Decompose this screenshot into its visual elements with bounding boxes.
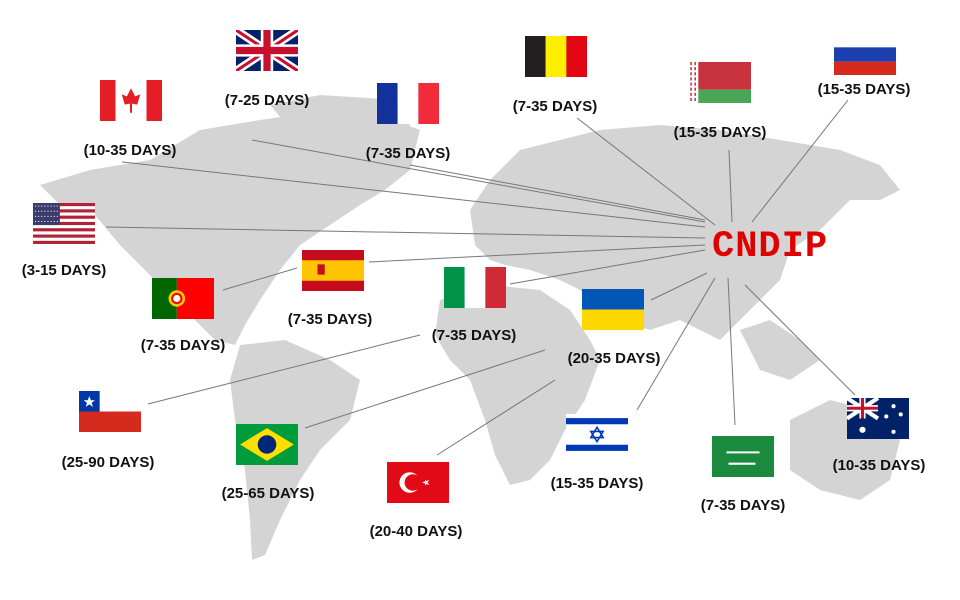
route-line	[222, 267, 298, 291]
africa	[435, 285, 600, 485]
continents	[40, 95, 900, 560]
delivery-time-label: (10-35 DAYS)	[83, 142, 177, 159]
belarus-flag-icon	[689, 62, 751, 103]
brazil-flag-icon	[236, 424, 298, 465]
route-line	[147, 334, 421, 405]
chile-flag-icon	[79, 391, 141, 432]
route-line	[368, 244, 706, 263]
portugal-flag-icon	[152, 278, 214, 319]
greenland	[270, 95, 410, 180]
route-line	[650, 272, 708, 301]
route-line	[436, 379, 556, 456]
route-lines	[105, 99, 856, 456]
delivery-time-label: (10-35 DAYS)	[832, 457, 926, 474]
delivery-time-label: (7-35 DAYS)	[700, 497, 786, 514]
uk-flag-icon	[236, 30, 298, 71]
usa-flag-icon	[33, 203, 95, 244]
canada-flag-icon	[100, 80, 162, 121]
france-flag-icon	[377, 83, 439, 124]
route-line	[728, 149, 733, 223]
turkey-flag-icon	[387, 462, 449, 503]
delivery-time-label: (15-35 DAYS)	[550, 475, 644, 492]
delivery-time-label: (7-25 DAYS)	[224, 92, 310, 109]
route-line	[409, 164, 706, 221]
israel-flag-icon	[566, 414, 628, 455]
ukraine-flag-icon	[582, 289, 644, 330]
route-line	[744, 284, 856, 396]
belgium-flag-icon	[525, 36, 587, 77]
route-line	[751, 99, 849, 223]
delivery-time-label: (7-35 DAYS)	[431, 327, 517, 344]
delivery-time-label: (7-35 DAYS)	[140, 337, 226, 354]
route-line	[121, 161, 706, 228]
route-line	[304, 349, 546, 429]
delivery-time-label: (7-35 DAYS)	[287, 311, 373, 328]
route-line	[251, 139, 706, 223]
route-line	[105, 226, 706, 239]
route-line	[509, 249, 706, 285]
spain-flag-icon	[302, 250, 364, 291]
saudi-flag-icon	[712, 436, 774, 477]
russia-flag-icon	[834, 34, 896, 75]
australia-flag-icon	[847, 398, 909, 439]
delivery-time-label: (25-90 DAYS)	[61, 454, 155, 471]
delivery-time-label: (15-35 DAYS)	[817, 81, 911, 98]
delivery-time-label: (7-35 DAYS)	[365, 145, 451, 162]
delivery-time-label: (25-65 DAYS)	[221, 485, 315, 502]
delivery-time-label: (20-40 DAYS)	[369, 523, 463, 540]
delivery-time-label: (3-15 DAYS)	[21, 262, 107, 279]
europe-asia	[470, 125, 900, 340]
southeast-asia	[740, 320, 820, 380]
route-line	[727, 277, 736, 426]
delivery-time-label: (15-35 DAYS)	[673, 124, 767, 141]
delivery-time-label: (20-35 DAYS)	[567, 350, 661, 367]
route-line	[636, 277, 716, 411]
hub-label: CNDIP	[712, 226, 829, 268]
italy-flag-icon	[444, 267, 506, 308]
route-line	[576, 117, 716, 226]
delivery-time-label: (7-35 DAYS)	[512, 98, 598, 115]
